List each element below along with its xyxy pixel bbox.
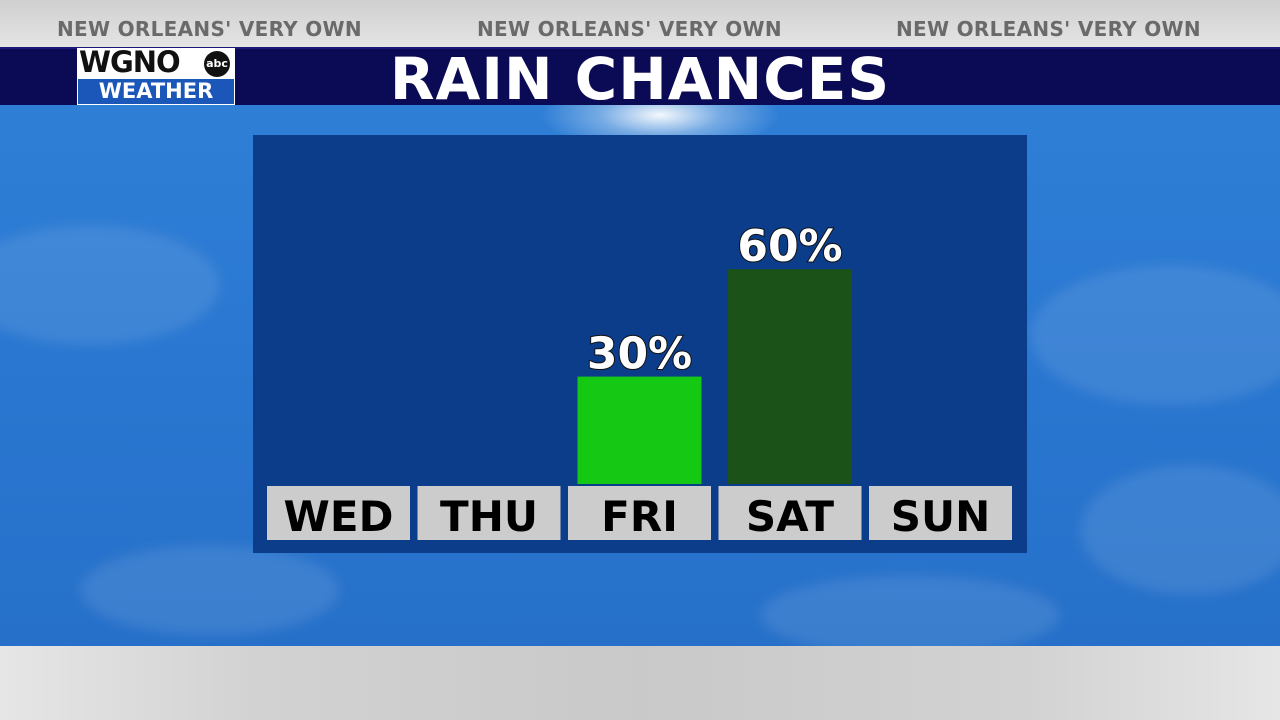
abc-network-icon: abc bbox=[204, 51, 230, 77]
day-box-thu bbox=[417, 486, 561, 540]
bar-sat bbox=[728, 269, 852, 484]
tick-label-fri: FRI bbox=[601, 492, 678, 541]
logo-top: WGNO abc bbox=[77, 45, 235, 79]
data-label-sat: 60% bbox=[737, 221, 842, 272]
logo-call-letters: WGNO bbox=[79, 45, 181, 79]
logo-subtitle: WEATHER bbox=[98, 79, 214, 103]
day-box-fri bbox=[568, 486, 711, 540]
cloud bbox=[1030, 265, 1280, 405]
cloud bbox=[1080, 465, 1280, 595]
chart-panel: WED THU 30% FRI 60% SAT SUN bbox=[253, 135, 1027, 553]
tick-label-sun: SUN bbox=[891, 492, 991, 541]
bar-fri bbox=[577, 376, 702, 484]
slogan-right: NEW ORLEANS' VERY OWN bbox=[896, 17, 1201, 41]
slogan-center: NEW ORLEANS' VERY OWN bbox=[477, 17, 782, 41]
logo-bottom: WEATHER bbox=[77, 78, 235, 105]
cloud bbox=[80, 545, 340, 635]
tick-label-wed: WED bbox=[284, 492, 394, 541]
tick-label-thu: THU bbox=[440, 492, 538, 541]
station-logo: WGNO abc WEATHER bbox=[77, 45, 235, 105]
slogan-strip: NEW ORLEANS' VERY OWN NEW ORLEANS' VERY … bbox=[0, 0, 1280, 47]
page-title: RAIN CHANCES bbox=[389, 45, 891, 113]
data-label-fri: 30% bbox=[587, 329, 692, 380]
cloud bbox=[0, 225, 220, 345]
day-box-sat bbox=[718, 486, 862, 540]
bottom-strip bbox=[0, 646, 1280, 720]
cloud bbox=[760, 575, 1060, 646]
rain-chance-chart: WED THU 30% FRI 60% SAT SUN bbox=[267, 220, 1012, 541]
day-box-wed bbox=[267, 486, 410, 540]
tick-label-sat: SAT bbox=[746, 492, 834, 541]
slogan-left: NEW ORLEANS' VERY OWN bbox=[57, 17, 362, 41]
day-box-sun bbox=[869, 486, 1012, 540]
